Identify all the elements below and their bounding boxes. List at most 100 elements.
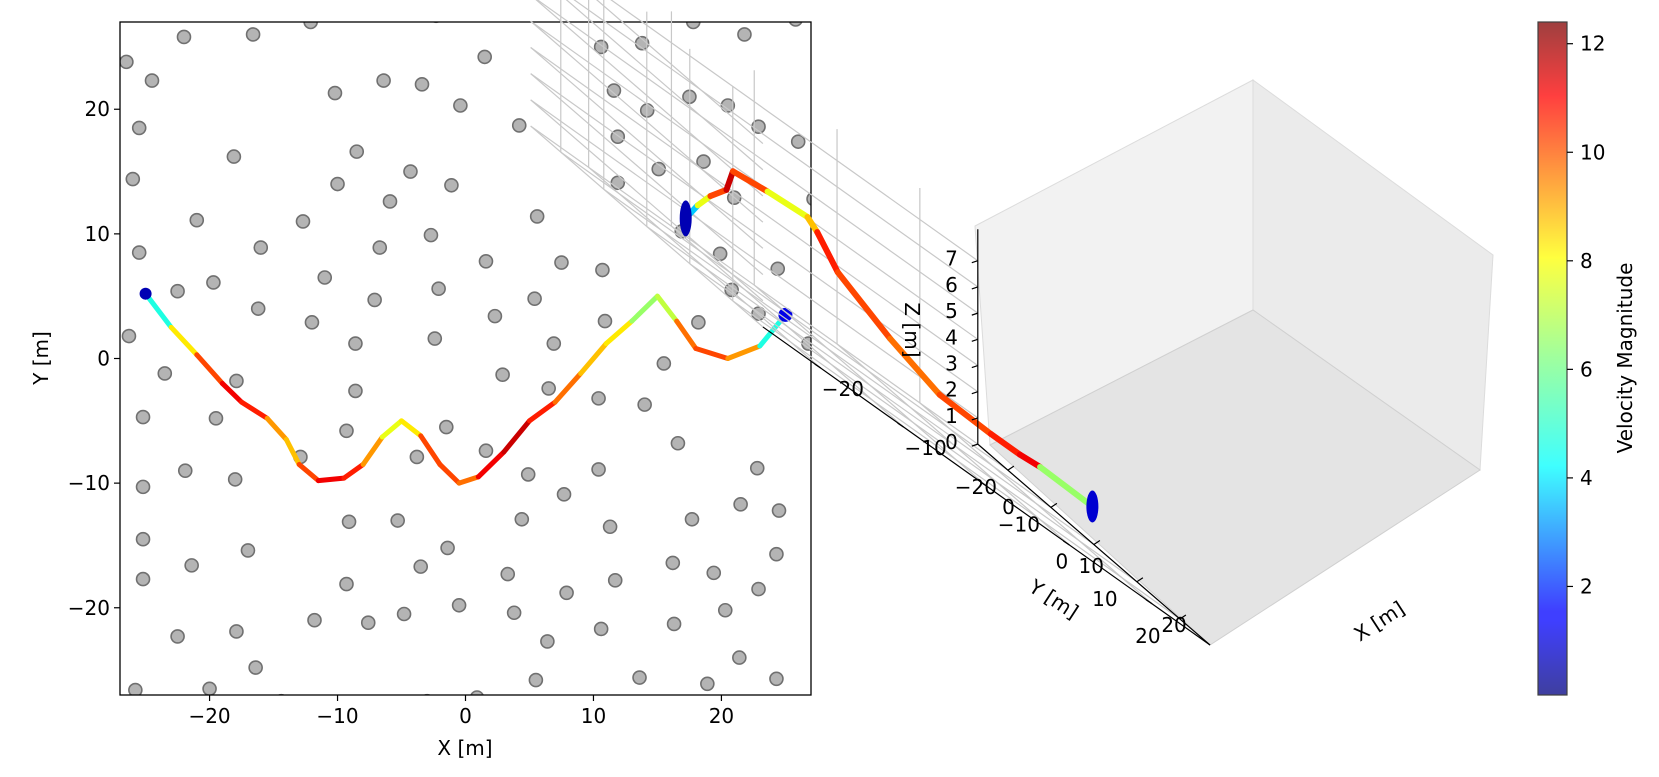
trajectory-segment: [264, 415, 289, 443]
obstacle: [806, 192, 811, 206]
obstacle: [250, 301, 266, 316]
obstacle: [245, 27, 261, 42]
x-tick-3d: [980, 481, 987, 487]
trajectory-3d-segment: [723, 168, 736, 193]
z-tick: [971, 364, 978, 369]
x-tick-label: 10: [581, 704, 606, 728]
trajectory-3d-end-marker: [1086, 490, 1099, 523]
obstacle: [376, 73, 391, 88]
obstacle: [202, 681, 217, 695]
wall-grid-line: [530, 99, 979, 419]
obstacle: [226, 149, 242, 164]
obstacle: [431, 281, 446, 297]
obstacle: [360, 615, 376, 631]
trajectory-2d: [139, 287, 793, 486]
obstacle: [144, 73, 160, 88]
y-tick-3d: [1136, 577, 1144, 583]
x-tick-label: −10: [316, 704, 358, 728]
obstacle: [520, 467, 536, 482]
obstacle: [451, 597, 467, 613]
trajectory-segment: [341, 461, 366, 481]
z-axis-label-3d: Z [m]: [900, 302, 924, 357]
trajectory-segment: [603, 318, 635, 347]
obstacle: [529, 209, 545, 224]
y-tick-label: 20: [85, 97, 110, 121]
obstacle: [339, 576, 354, 592]
trajectory-3d-segment: [764, 188, 811, 220]
obstacle: [656, 356, 672, 371]
obstacle: [177, 463, 193, 478]
trajectory-segment: [654, 293, 680, 324]
obstacle: [720, 98, 736, 113]
trajectory-segment: [552, 370, 584, 405]
obstacle: [769, 671, 784, 687]
obstacle: [348, 336, 363, 351]
obstacle: [440, 540, 455, 556]
obstacle: [684, 511, 700, 527]
obstacle: [700, 676, 715, 692]
obstacle: [487, 308, 503, 324]
y-tick-label: −20: [68, 596, 110, 620]
y-axis-label-left: Y [m]: [29, 331, 53, 386]
obstacle: [593, 39, 609, 55]
trajectory-3d-segment: [814, 229, 841, 276]
trajectory-segment: [475, 449, 507, 480]
colorbar-label: Velocity Magnitude: [1613, 263, 1637, 454]
obstacle: [595, 262, 610, 278]
obstacle: [170, 283, 185, 299]
obstacle: [637, 397, 652, 412]
trajectory-end-marker: [778, 307, 793, 322]
x-tick-label-3d: 20: [1161, 613, 1186, 637]
obstacle: [135, 531, 151, 547]
obstacle-layer: [120, 22, 811, 695]
floor-grid-line: [646, 226, 1095, 546]
y-tick-label-3d: −10: [998, 512, 1040, 536]
floor-grid-line: [836, 343, 1070, 546]
obstacle: [591, 391, 606, 406]
wall-grid-line: [535, 0, 764, 197]
obstacle: [511, 118, 527, 133]
colorbar-tick-label: 6: [1580, 357, 1593, 381]
trajectory-3d-segment: [887, 335, 943, 398]
obstacle: [303, 22, 318, 30]
wall-grid-line: [530, 73, 979, 393]
obstacle: [665, 555, 681, 571]
obstacle: [477, 49, 492, 65]
z-tick-label: 7: [945, 247, 958, 271]
obstacle: [453, 98, 468, 113]
trajectory-segment: [674, 318, 699, 352]
obstacle: [559, 585, 574, 601]
trajectory-segment: [143, 291, 174, 330]
y-tick-label-3d: 0: [1056, 550, 1069, 574]
obstacle: [125, 171, 141, 187]
obstacle: [372, 240, 388, 255]
obstacle: [607, 573, 623, 588]
obstacle: [128, 682, 143, 695]
obstacle: [593, 621, 609, 637]
pane-floor: [989, 309, 1481, 646]
trajectory-segment: [360, 434, 385, 467]
obstacle: [120, 54, 134, 70]
obstacle: [341, 514, 357, 530]
obstacle: [131, 245, 147, 260]
z-tick: [971, 391, 978, 395]
z-tick-label: 0: [945, 430, 958, 454]
wall-grid-line: [530, 46, 979, 367]
y-tick-label: −10: [68, 471, 110, 495]
trajectory-segment: [296, 461, 321, 484]
obstacle: [403, 164, 418, 179]
obstacle: [349, 144, 365, 159]
trajectory-segment: [219, 380, 245, 405]
obstacle: [591, 462, 606, 477]
obstacle: [409, 449, 425, 465]
obstacle: [382, 194, 398, 209]
obstacle: [229, 624, 244, 639]
obstacle: [206, 275, 221, 290]
z-tick-label: 6: [945, 273, 958, 297]
z-tick-label: 5: [945, 299, 958, 323]
obstacle: [248, 660, 263, 675]
wall-grid-line: [530, 73, 764, 275]
obstacle: [131, 120, 147, 136]
x-tick-3d: [814, 363, 822, 369]
trajectory-3d-segment: [1016, 451, 1044, 470]
